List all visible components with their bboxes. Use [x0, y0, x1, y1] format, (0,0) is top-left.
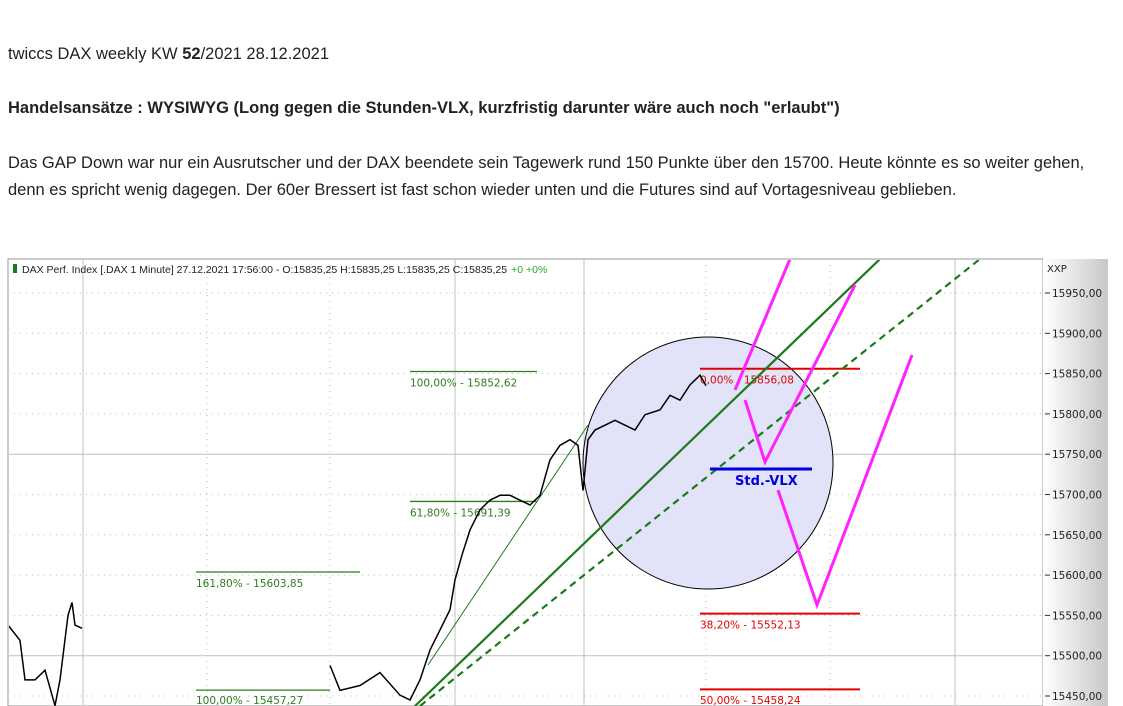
axis-tick-label: 15600,00 [1052, 570, 1102, 582]
scenario-zigzag [776, 354, 914, 610]
axis-tick-label: 15650,00 [1052, 530, 1102, 542]
axis-tick-label: 15900,00 [1052, 328, 1102, 340]
title-prefix: twiccs DAX weekly KW [8, 45, 183, 63]
axis-tick-label: 15850,00 [1052, 369, 1102, 381]
vlx-label: Std.-VLX [735, 474, 798, 489]
price-axis [1043, 259, 1108, 706]
trendline [414, 260, 881, 706]
axis-tick-label: 15750,00 [1052, 449, 1102, 461]
fib-label: 100,00% - 15852,62 [410, 377, 517, 389]
fib-label: 50,00% - 15458,24 [700, 695, 801, 706]
trading-heading: Handelsansätze : WYSIWYG (Long gegen die… [8, 99, 840, 117]
fib-label: 38,20% - 15552,13 [700, 620, 801, 632]
dax-chart: 100,00% - 15852,62 61,80% - 15691,39 161,8… [7, 258, 1108, 706]
axis-title: XXP [1047, 264, 1067, 275]
axis-tick-label: 15800,00 [1052, 409, 1102, 421]
title-week: 52 [182, 45, 201, 63]
axis-tick-label: 15700,00 [1052, 490, 1102, 502]
chart-header-change: +0 +0% [511, 264, 547, 276]
chart-header-text: DAX Perf. Index [.DAX 1 Minute] 27.12.20… [22, 264, 507, 276]
plot-area [7, 258, 1044, 706]
post-title: twiccs DAX weekly KW 52/2021 28.12.2021 [8, 45, 329, 64]
chart-header-line: DAX Perf. Index [.DAX 1 Minute] 27.12.20… [22, 264, 547, 276]
fib-label: 0,00% - 15856,08 [700, 375, 794, 387]
axis-tick-label: 15950,00 [1052, 288, 1102, 300]
price-line [329, 374, 707, 702]
fib-label: 61,80% - 15691,39 [410, 507, 511, 519]
axis-tick-label: 15550,00 [1052, 610, 1102, 622]
series-marker-icon [13, 264, 17, 273]
scenario-zigzag [743, 284, 857, 466]
fib-label: 100,00% - 15457,27 [196, 695, 303, 706]
fib-label: 161,80% - 15603,85 [196, 578, 303, 590]
axis-tick-label: 15450,00 [1052, 691, 1102, 703]
axis-tick-label: 15500,00 [1052, 651, 1102, 663]
title-suffix: /2021 28.12.2021 [200, 45, 330, 63]
chart-header: DAX Perf. Index [.DAX 1 Minute] 27.12.20… [13, 264, 547, 276]
thin-trendline [427, 424, 589, 666]
post-paragraph: Das GAP Down war nur ein Ausrutscher und… [8, 154, 1085, 199]
scenario-zigzag [733, 260, 792, 391]
